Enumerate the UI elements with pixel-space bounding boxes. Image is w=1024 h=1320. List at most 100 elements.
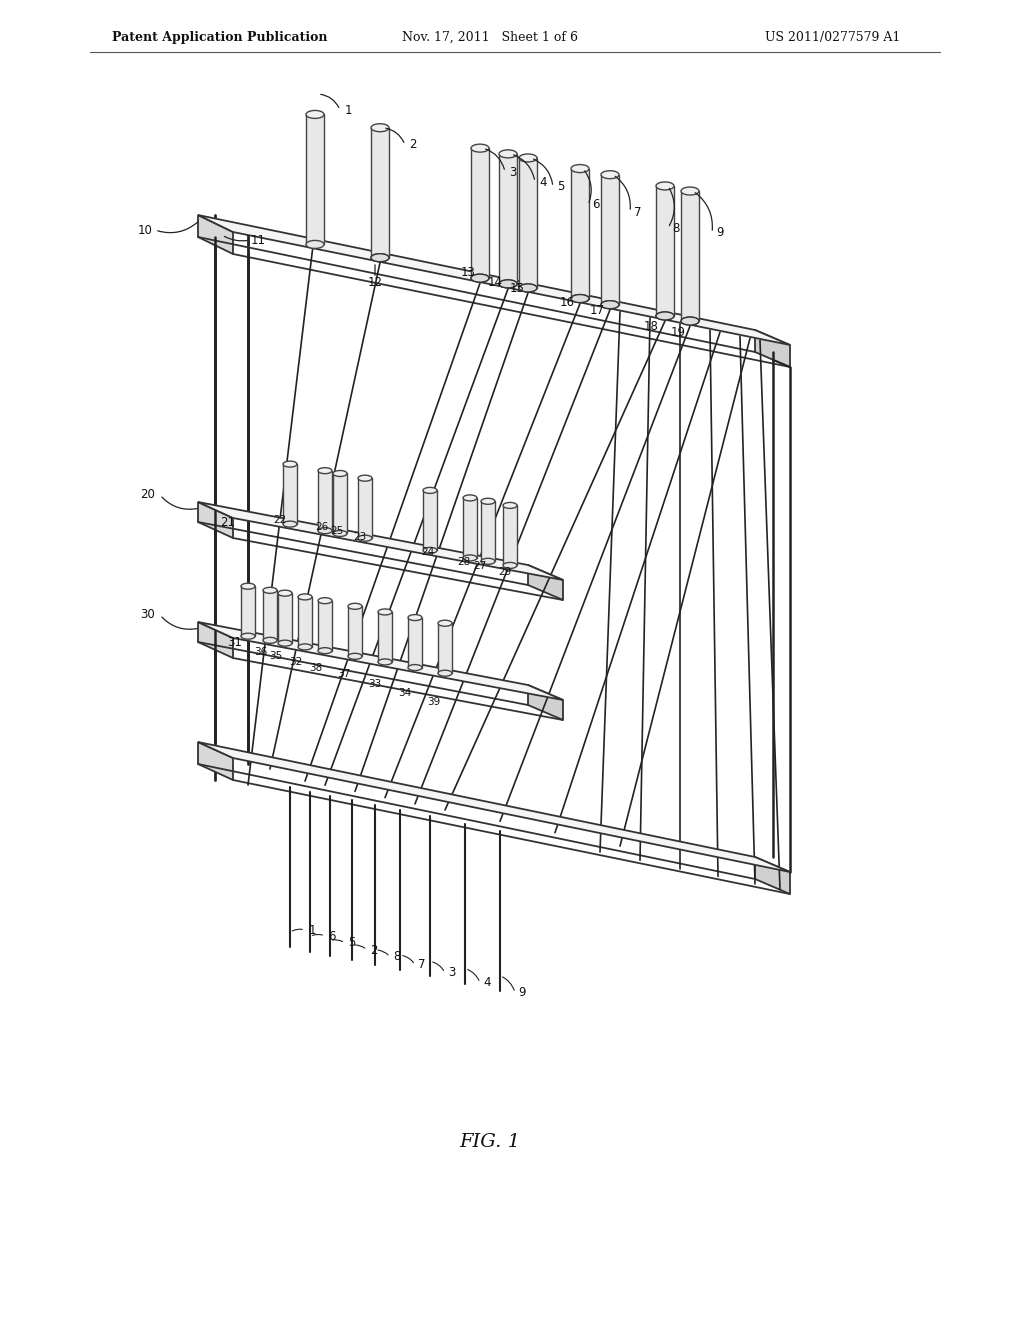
Text: 4: 4 [483,977,490,990]
Text: 14: 14 [487,276,503,289]
Text: 36: 36 [254,647,267,657]
Text: 7: 7 [418,958,426,972]
Text: 35: 35 [269,651,283,661]
Text: 9: 9 [716,227,724,239]
Ellipse shape [471,144,489,152]
Text: 25: 25 [331,525,344,536]
Ellipse shape [283,521,297,527]
Ellipse shape [378,609,392,615]
Text: 18: 18 [643,319,658,333]
Text: 16: 16 [559,296,574,309]
Ellipse shape [601,301,618,309]
Text: 24: 24 [421,546,434,557]
Polygon shape [198,215,790,345]
Text: 7: 7 [634,206,642,219]
Ellipse shape [656,312,674,319]
Ellipse shape [481,498,495,504]
Polygon shape [198,502,563,579]
Ellipse shape [499,280,517,288]
Polygon shape [519,158,537,288]
Text: 23: 23 [353,532,367,543]
Ellipse shape [601,301,618,309]
Ellipse shape [499,280,517,288]
Text: 6: 6 [329,929,336,942]
Polygon shape [378,612,392,661]
Text: 34: 34 [398,688,412,698]
Polygon shape [198,622,563,700]
Ellipse shape [358,475,372,482]
Polygon shape [348,606,362,656]
Polygon shape [298,597,312,647]
Text: 5: 5 [348,936,355,949]
Text: 1: 1 [344,103,352,116]
Ellipse shape [601,170,618,178]
Ellipse shape [318,528,332,533]
Text: 9: 9 [518,986,525,999]
Polygon shape [656,186,674,315]
Polygon shape [198,742,790,873]
Ellipse shape [571,165,589,173]
Ellipse shape [463,554,477,561]
Ellipse shape [423,548,437,553]
Polygon shape [681,191,699,321]
Text: FIG. 1: FIG. 1 [460,1133,520,1151]
Polygon shape [241,586,255,636]
Polygon shape [283,465,297,524]
Ellipse shape [306,111,324,119]
Polygon shape [333,474,347,533]
Polygon shape [263,590,278,640]
Ellipse shape [371,253,389,261]
Polygon shape [755,857,790,894]
Ellipse shape [571,294,589,302]
Text: 29: 29 [499,568,512,577]
Ellipse shape [656,182,674,190]
Polygon shape [198,622,233,657]
Polygon shape [198,742,233,780]
Text: 26: 26 [315,521,329,532]
Ellipse shape [503,562,517,569]
Text: 11: 11 [251,234,265,247]
Ellipse shape [263,587,278,593]
Polygon shape [499,154,517,284]
Ellipse shape [283,461,297,467]
Polygon shape [438,623,452,673]
Ellipse shape [681,317,699,325]
Text: 31: 31 [227,635,243,648]
Polygon shape [278,593,292,643]
Text: 32: 32 [290,657,303,667]
Polygon shape [358,478,372,539]
Text: 3: 3 [449,966,456,979]
Ellipse shape [503,503,517,508]
Ellipse shape [681,187,699,195]
Polygon shape [423,491,437,550]
Text: 12: 12 [368,276,383,289]
Ellipse shape [318,648,332,653]
Polygon shape [755,330,790,367]
Text: 4: 4 [540,176,547,189]
Ellipse shape [519,154,537,162]
Text: 2: 2 [371,944,378,957]
Ellipse shape [371,253,389,261]
Text: 6: 6 [592,198,600,211]
Text: 2: 2 [410,139,417,152]
Ellipse shape [298,594,312,599]
Ellipse shape [519,284,537,292]
Ellipse shape [438,620,452,626]
Ellipse shape [348,603,362,610]
Ellipse shape [408,615,422,620]
Text: 17: 17 [590,304,604,317]
Text: Nov. 17, 2011   Sheet 1 of 6: Nov. 17, 2011 Sheet 1 of 6 [402,30,578,44]
Ellipse shape [318,598,332,603]
Text: 19: 19 [671,326,685,339]
Ellipse shape [333,531,347,536]
Ellipse shape [423,487,437,494]
Text: 22: 22 [273,515,287,525]
Text: 27: 27 [473,561,486,572]
Text: 8: 8 [673,222,680,235]
Ellipse shape [348,653,362,659]
Polygon shape [371,128,389,257]
Polygon shape [318,471,332,531]
Text: 30: 30 [140,609,156,622]
Polygon shape [198,215,233,253]
Ellipse shape [306,240,324,248]
